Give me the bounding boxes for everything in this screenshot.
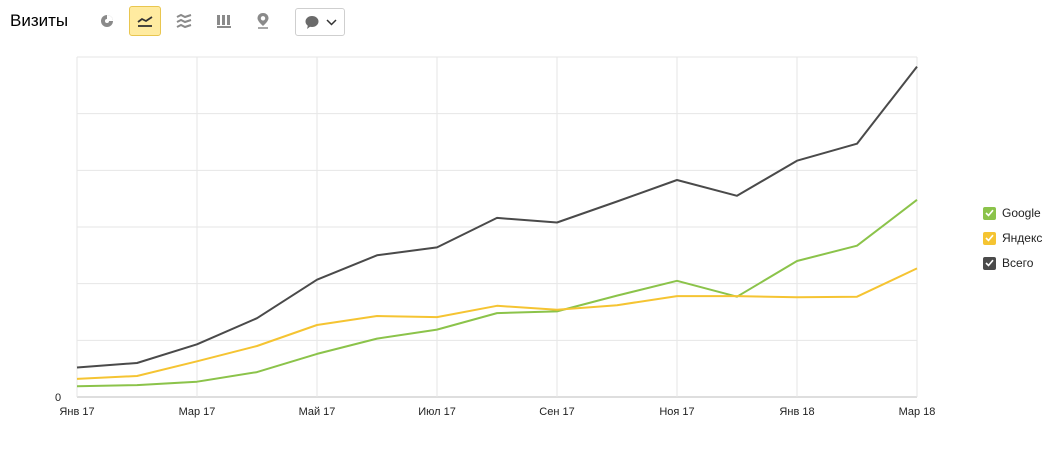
x-tick-label: Июл 17 xyxy=(418,406,456,418)
comments-dropdown[interactable] xyxy=(295,8,345,36)
x-axis: Янв 17 Мар 17 Май 17 Июл 17 Сен 17 Ноя 17 Янв … xyxy=(55,392,935,418)
legend-label: Яндекс xyxy=(1002,231,1043,245)
series-line-1[interactable] xyxy=(76,267,918,380)
area-view-button[interactable] xyxy=(168,6,200,36)
x-tick-label: Сен 17 xyxy=(539,406,574,418)
legend-item-google[interactable]: Google xyxy=(983,205,1042,221)
legend-label: Всего xyxy=(1002,256,1034,270)
x-tick-label: Мар 17 xyxy=(179,406,216,418)
series-line-2[interactable] xyxy=(76,65,918,369)
x-tick-label: Май 17 xyxy=(299,406,336,418)
line-view-button[interactable] xyxy=(129,6,161,36)
bar-chart-icon xyxy=(217,15,231,28)
legend-label: Google xyxy=(1002,206,1041,220)
legend-item-yandex[interactable]: Яндекс xyxy=(983,230,1042,246)
y-zero-label: 0 xyxy=(55,392,61,404)
area-chart-icon xyxy=(176,13,192,29)
x-tick-label: Янв 17 xyxy=(59,406,94,418)
x-tick-label: Янв 18 xyxy=(779,406,814,418)
map-view-button[interactable] xyxy=(247,6,279,36)
speech-bubble-icon xyxy=(305,15,318,29)
chart-series xyxy=(76,65,918,388)
map-pin-icon xyxy=(257,13,269,29)
x-tick-label: Мар 18 xyxy=(899,406,936,418)
checkbox-checked-icon xyxy=(983,206,996,220)
bar-view-button[interactable] xyxy=(208,6,240,36)
pie-view-button[interactable] xyxy=(91,6,123,36)
x-tick-label: Ноя 17 xyxy=(659,406,694,418)
chart-toolbar: Визиты xyxy=(0,0,1058,48)
chart-legend: Google Яндекс Всего xyxy=(983,205,1042,280)
chart-grid xyxy=(76,56,918,398)
line-chart-icon xyxy=(137,16,153,27)
checkbox-checked-icon xyxy=(983,256,996,270)
chart-title: Визиты xyxy=(10,11,69,30)
checkbox-checked-icon xyxy=(983,231,996,245)
chevron-down-icon xyxy=(325,18,337,26)
series-line-0[interactable] xyxy=(76,199,918,388)
pie-chart-icon xyxy=(101,15,113,27)
legend-item-total[interactable]: Всего xyxy=(983,255,1042,271)
